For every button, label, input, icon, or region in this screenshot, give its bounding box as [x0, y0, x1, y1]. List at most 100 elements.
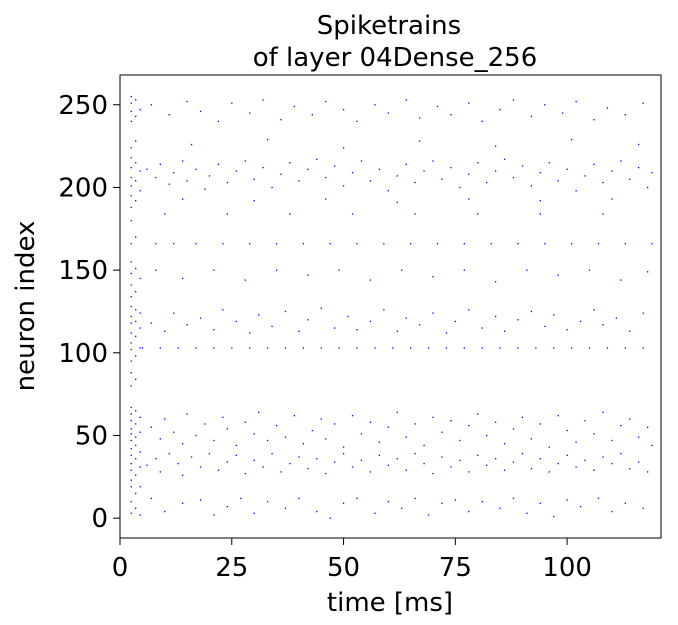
spike-point [539, 213, 541, 215]
spike-point [588, 347, 591, 349]
spike-point [503, 158, 506, 161]
spike-point [199, 466, 202, 468]
spike-point [271, 186, 273, 189]
spike-point [494, 170, 497, 172]
spike-point [293, 105, 296, 108]
spike-point [213, 514, 215, 516]
spike-point [468, 471, 470, 473]
spike-point [213, 439, 215, 442]
spike-point [195, 243, 197, 245]
spike-point [325, 176, 327, 179]
spike-point [244, 421, 246, 423]
x-tick-label: 50 [327, 553, 360, 583]
spike-point [436, 243, 439, 245]
spike-point [445, 347, 448, 349]
spike-point [289, 213, 291, 215]
spike-point [307, 319, 309, 321]
spike-point [307, 274, 309, 276]
spike-point [369, 421, 372, 423]
spike-point [266, 501, 269, 503]
spike-point [334, 327, 336, 329]
spike-point [490, 243, 492, 245]
spike-point [459, 439, 461, 442]
spike-point [620, 160, 622, 162]
spike-point [195, 347, 197, 349]
spike-point [566, 454, 568, 457]
spike-point [289, 462, 291, 465]
spike-point [441, 502, 443, 504]
spike-point [139, 109, 141, 111]
spike-point [499, 347, 501, 349]
spike-point [253, 512, 255, 514]
spike-point [414, 423, 416, 425]
spike-point [392, 347, 394, 349]
spike-point [387, 464, 389, 466]
spike-point [307, 467, 309, 470]
spike-point [298, 180, 300, 182]
spike-point [557, 274, 559, 276]
spike-point [611, 439, 613, 442]
spike-point [593, 119, 595, 121]
spike-point [588, 269, 591, 271]
spike-point [441, 178, 443, 180]
spike-point [186, 180, 188, 182]
spike-point [240, 497, 242, 500]
spike-point [427, 347, 430, 349]
spike-point [284, 507, 287, 509]
spike-point [195, 168, 197, 170]
spike-point [130, 147, 132, 149]
spike-point [414, 453, 416, 455]
spike-point [325, 100, 327, 103]
spike-point [271, 453, 273, 455]
spike-point [463, 243, 465, 245]
spike-point [135, 474, 137, 476]
spike-point [182, 443, 184, 445]
spike-point [298, 456, 300, 458]
spike-point [249, 347, 251, 349]
spike-point [401, 269, 403, 271]
spike-point [159, 163, 161, 165]
spike-point [566, 329, 568, 331]
spike-point [468, 198, 470, 200]
spike-point [275, 243, 278, 245]
spike-point [130, 261, 132, 263]
spike-point [168, 183, 170, 185]
spike-point [338, 269, 340, 271]
spike-point [459, 459, 461, 461]
spike-point [360, 160, 363, 162]
spike-point [130, 342, 132, 344]
spike-point [342, 185, 345, 187]
spike-point [235, 454, 237, 457]
y-tick-label: 250 [58, 91, 108, 121]
spike-point [213, 269, 215, 271]
spike-markers [130, 95, 653, 519]
spike-point [351, 171, 354, 174]
spike-point [139, 451, 141, 453]
spike-point [253, 200, 255, 202]
spike-point [387, 501, 389, 503]
spike-point [575, 190, 577, 192]
spike-point [468, 309, 470, 311]
spike-point [454, 320, 457, 323]
spike-point [177, 462, 179, 465]
spike-point [130, 272, 132, 275]
spike-point [503, 330, 506, 332]
spike-point [293, 415, 296, 417]
spike-point [615, 317, 617, 319]
spike-point [155, 176, 157, 179]
spike-point [423, 170, 425, 172]
spike-point [342, 502, 345, 504]
spike-point [253, 459, 255, 461]
spike-point [298, 330, 300, 332]
spike-point [139, 514, 141, 516]
spike-point [624, 347, 626, 349]
spike-point [222, 309, 224, 311]
spike-point [130, 157, 132, 159]
x-tick-label: 75 [439, 553, 472, 583]
spike-point [566, 168, 568, 170]
spike-point [275, 424, 278, 427]
spike-point [432, 160, 434, 162]
spike-point [418, 324, 421, 326]
y-tick-label: 150 [58, 256, 108, 286]
